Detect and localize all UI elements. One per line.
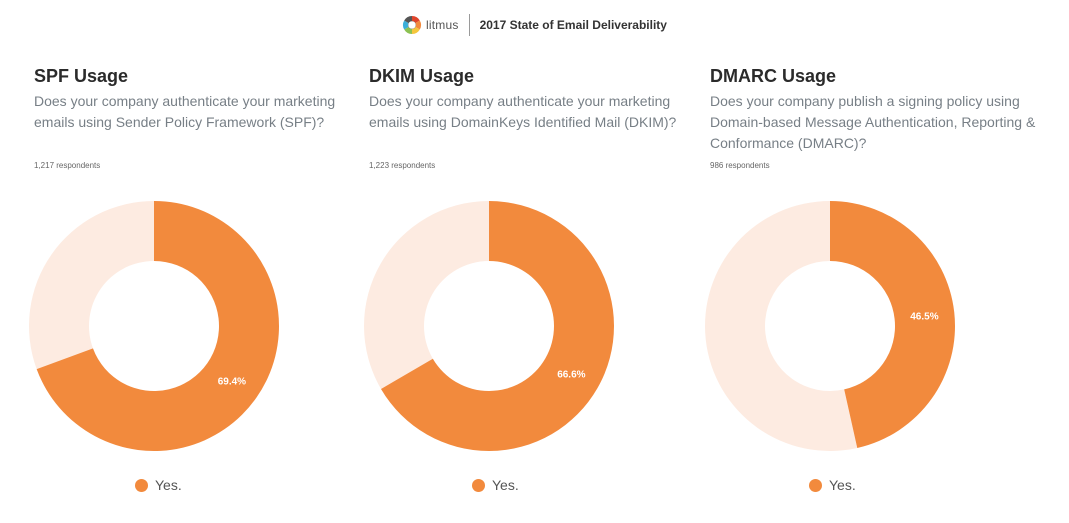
donut-slice-yes[interactable] [381,201,614,451]
donut-slice-yes[interactable] [36,201,279,451]
panel-question: Does your company authenticate your mark… [369,93,677,130]
respondents-count: 1,217 respondents [34,161,101,170]
header-divider [468,14,470,36]
legend-swatch [809,478,822,492]
legend-label: Yes. [492,477,519,493]
legend-label: Yes. [155,477,182,493]
spf-usage-panel: SPF Usage Does your company authenticate… [28,66,374,516]
litmus-logo-icon [403,15,422,35]
spf-donut-chart: 69.4% [28,201,279,451]
chart-legend[interactable]: Yes. [472,477,519,493]
donut-slice-remainder[interactable] [705,201,858,451]
report-title: 2017 State of Email Deliverability [479,18,667,32]
legend-swatch [135,478,148,492]
brand[interactable]: litmus [402,15,459,35]
panel-question: Does your company publish a signing poli… [710,93,1036,151]
dkim-donut-chart: 66.6% [364,201,614,451]
data-label: 69.4% [218,376,246,387]
legend-swatch [472,478,485,492]
donut-slice-remainder[interactable] [364,201,489,389]
respondents-count: 1,223 respondents [369,161,436,170]
dkim-usage-panel: DKIM Usage Does your company authenticat… [364,66,709,516]
data-label: 46.5% [910,312,938,323]
dmarc-usage-panel: DMARC Usage Does your company publish a … [705,66,1050,516]
respondents-count: 986 respondents [710,161,770,170]
panel-title: DKIM Usage [369,66,475,86]
chart-legend[interactable]: Yes. [135,477,182,493]
brand-name: litmus [426,18,459,32]
donut-slice-remainder[interactable] [28,201,154,370]
chart-legend[interactable]: Yes. [809,477,856,493]
dmarc-donut-chart: 46.5% [705,201,956,451]
panel-title: SPF Usage [34,66,129,86]
donut-slice-yes[interactable] [830,201,956,448]
data-label: 66.6% [557,369,585,380]
report-header: litmus 2017 State of Email Deliverabilit… [0,12,1069,38]
panel-question: Does your company authenticate your mark… [34,93,336,130]
panel-title: DMARC Usage [710,66,837,86]
legend-label: Yes. [829,477,856,493]
